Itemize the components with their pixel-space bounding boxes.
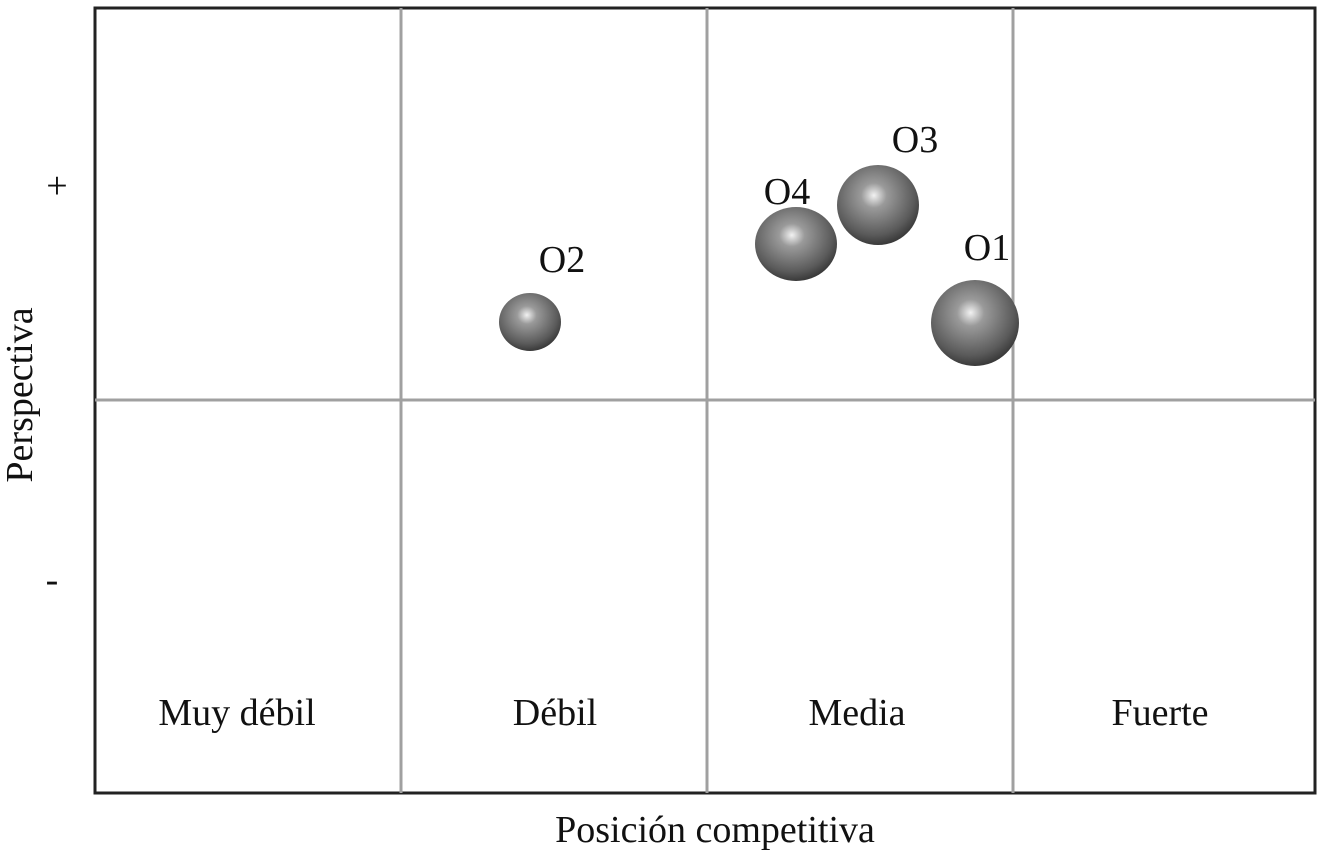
bubble <box>837 165 919 245</box>
x-axis-label: Posición competitiva <box>555 809 875 851</box>
column-label: Fuerte <box>1111 692 1208 734</box>
bubble <box>755 207 837 281</box>
bubble <box>931 280 1019 366</box>
bubble-label: O2 <box>539 239 585 281</box>
y-axis-label: Perspectiva <box>0 307 41 482</box>
bubble-label: O1 <box>964 227 1010 269</box>
y-bottom-label: - <box>46 559 59 601</box>
column-label: Débil <box>513 692 597 734</box>
y-top-label: + <box>46 165 67 207</box>
column-label: Muy débil <box>158 692 315 734</box>
bubble-label: O4 <box>764 171 810 213</box>
column-label: Media <box>808 692 905 734</box>
bubble-label: O3 <box>892 119 938 161</box>
bubble <box>499 293 561 351</box>
